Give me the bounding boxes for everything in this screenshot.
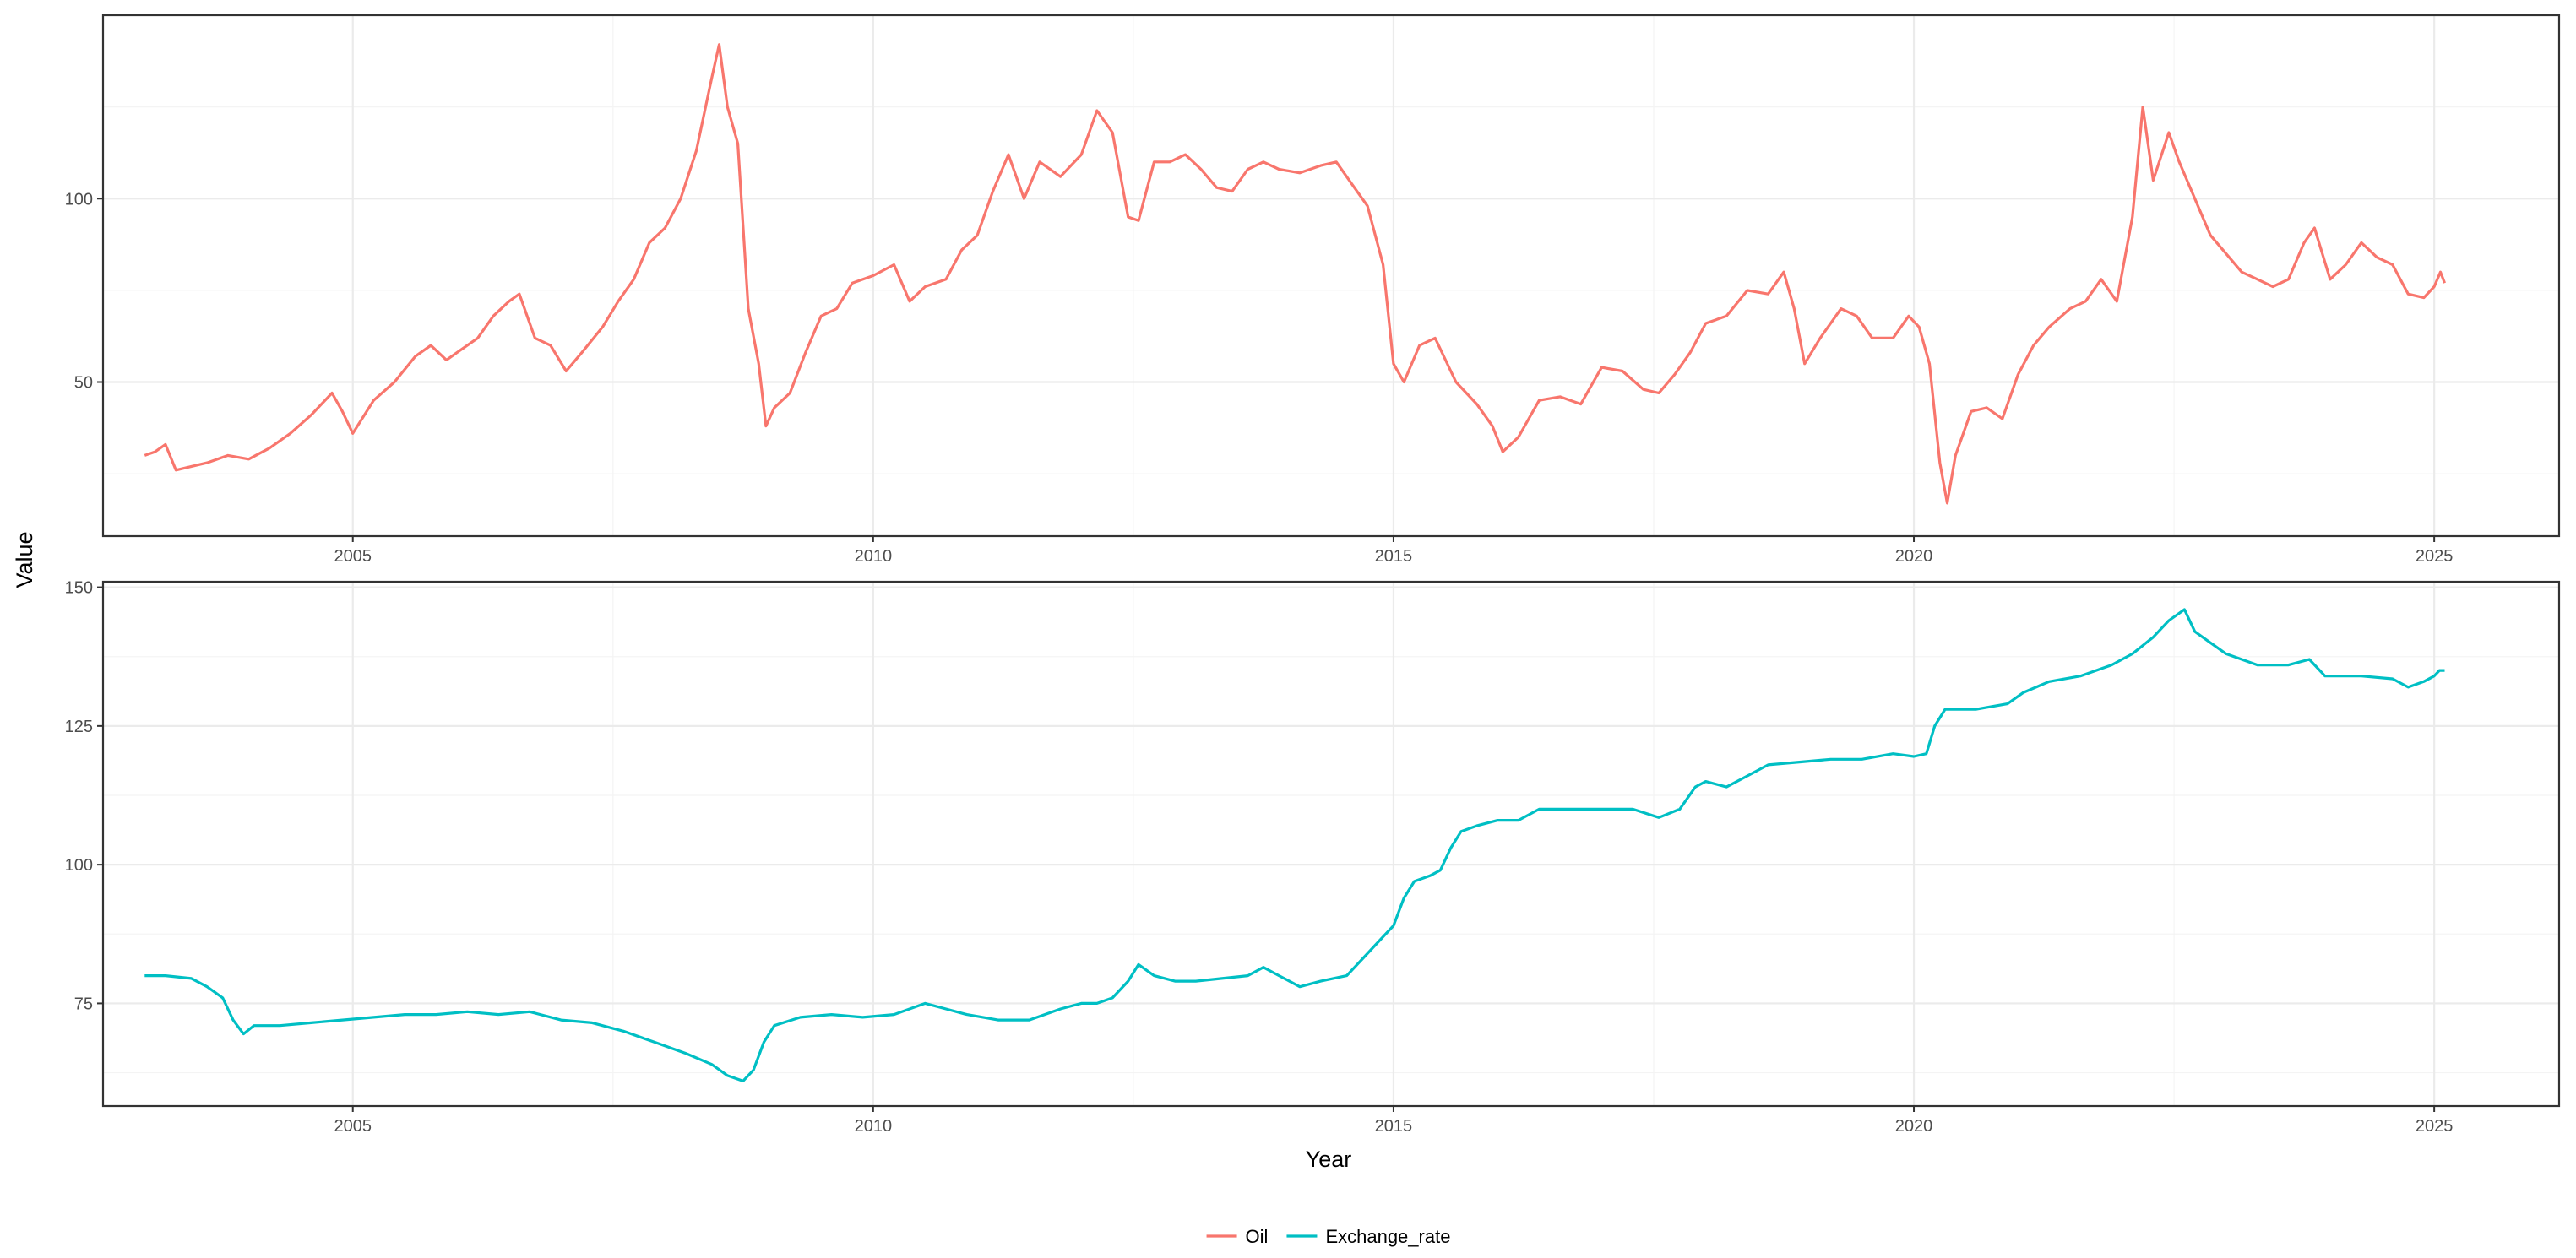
x-tick-label: 2005 <box>334 547 372 566</box>
legend-label-oil: Oil <box>1246 1226 1269 1247</box>
panel-background <box>103 582 2559 1106</box>
x-tick-label: 2025 <box>2416 1117 2454 1136</box>
y-tick-label: 150 <box>65 579 93 598</box>
series-line-exchange-rate <box>144 608 2445 1082</box>
y-tick-label: 75 <box>74 995 93 1013</box>
y-tick-label: 125 <box>65 718 93 736</box>
y-axis-title: Value <box>12 531 37 588</box>
panel-oil: 50 100 2005 2010 2015 2020 2025 <box>65 14 2561 566</box>
y-tick-label: 50 <box>74 374 93 393</box>
x-axis-title: Year <box>1306 1147 1352 1172</box>
legend: Oil Exchange_rate <box>1206 1226 1450 1247</box>
x-tick-label: 2015 <box>1375 1117 1413 1136</box>
y-tick-label: 100 <box>65 856 93 875</box>
legend-label-exchange-rate: Exchange_rate <box>1325 1226 1450 1247</box>
panel-border <box>101 14 2561 538</box>
x-tick-label: 2005 <box>334 1117 372 1136</box>
panel-border <box>101 580 2561 1108</box>
panel-background <box>103 15 2559 536</box>
x-tick-label: 2020 <box>1895 547 1933 566</box>
x-tick-label: 2020 <box>1895 1117 1933 1136</box>
series-line-oil <box>144 43 2446 505</box>
panel-exchange-rate: 75 100 125 150 2005 2010 2015 2020 2025 <box>65 579 2561 1136</box>
y-tick-label: 100 <box>65 190 93 209</box>
x-tick-label: 2025 <box>2416 547 2454 566</box>
x-tick-label: 2010 <box>855 1117 893 1136</box>
x-tick-label: 2015 <box>1375 547 1413 566</box>
x-tick-label: 2010 <box>855 547 893 566</box>
